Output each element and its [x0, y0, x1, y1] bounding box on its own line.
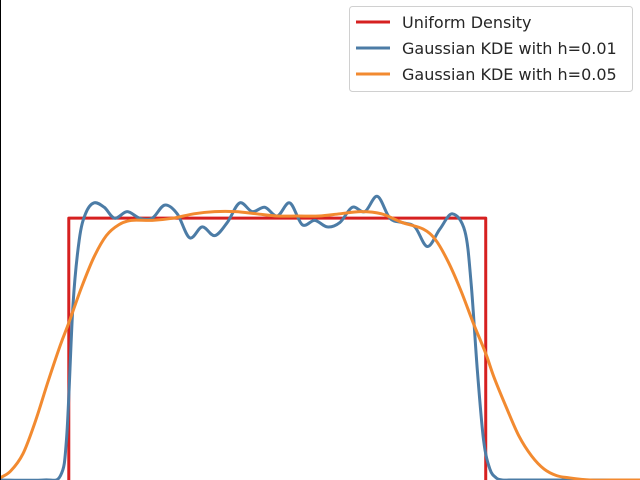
legend-label-1: Gaussian KDE with h=0.01: [402, 39, 617, 58]
series-line-1: [0, 194, 640, 480]
legend-box: [349, 6, 633, 92]
series-layer: [0, 194, 640, 480]
legend-label-2: Gaussian KDE with h=0.05: [402, 65, 617, 84]
legend: Uniform Density Gaussian KDE with h=0.01 G…: [349, 6, 633, 92]
series-line-2: [0, 209, 640, 480]
legend-label-0: Uniform Density: [402, 13, 532, 32]
series-line-0: [67, 216, 488, 480]
